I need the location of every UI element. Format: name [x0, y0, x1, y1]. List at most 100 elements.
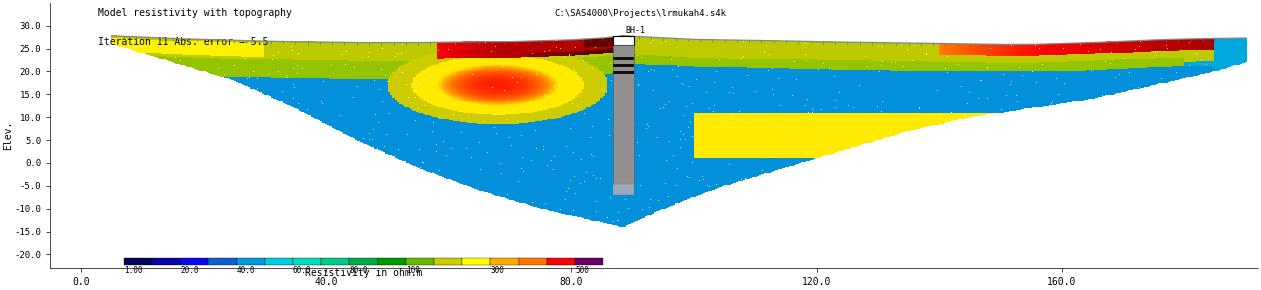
- Point: [991, 107, 1011, 111]
- Point: [363, 127, 383, 132]
- Point: [1190, 57, 1211, 61]
- Point: [687, 116, 707, 121]
- Point: [782, 93, 802, 97]
- Point: [397, 95, 417, 99]
- Point: [803, 108, 823, 112]
- Point: [165, 55, 185, 59]
- Point: [784, 59, 805, 64]
- Point: [543, 154, 564, 158]
- Point: [733, 53, 753, 58]
- Y-axis label: Elev.: Elev.: [3, 121, 13, 150]
- Point: [391, 50, 411, 55]
- Point: [668, 64, 689, 68]
- Point: [869, 69, 889, 73]
- Point: [676, 104, 696, 109]
- Text: 500: 500: [575, 266, 589, 276]
- Point: [796, 58, 816, 62]
- Point: [644, 68, 665, 72]
- Point: [456, 146, 477, 150]
- Point: [511, 165, 531, 170]
- Point: [537, 163, 557, 168]
- Point: [741, 115, 762, 119]
- Bar: [575, 258, 603, 264]
- Point: [699, 106, 719, 111]
- Point: [555, 197, 575, 202]
- Text: BH-1: BH-1: [625, 26, 646, 35]
- Point: [735, 125, 755, 130]
- Point: [786, 76, 806, 81]
- Point: [696, 89, 716, 94]
- Point: [445, 41, 465, 45]
- Point: [609, 140, 629, 144]
- Point: [704, 80, 724, 84]
- Point: [608, 210, 628, 215]
- Point: [797, 97, 817, 102]
- Point: [710, 121, 730, 125]
- Point: [507, 119, 527, 124]
- Point: [507, 79, 527, 84]
- Point: [465, 100, 485, 104]
- Point: [1151, 75, 1171, 80]
- Point: [735, 175, 755, 180]
- Point: [729, 109, 749, 113]
- Point: [755, 150, 776, 154]
- Point: [912, 113, 932, 117]
- Point: [1185, 51, 1206, 56]
- Point: [641, 66, 661, 71]
- Point: [759, 52, 779, 57]
- Point: [498, 135, 518, 139]
- Point: [378, 110, 398, 115]
- Point: [802, 110, 822, 114]
- Point: [638, 68, 658, 73]
- Point: [632, 207, 652, 211]
- Point: [332, 52, 352, 57]
- Point: [837, 102, 857, 107]
- Point: [641, 40, 661, 45]
- Point: [706, 182, 726, 186]
- Point: [409, 147, 429, 152]
- Point: [770, 102, 791, 107]
- Point: [893, 64, 913, 68]
- Bar: [349, 258, 377, 264]
- Point: [429, 168, 449, 172]
- Point: [421, 170, 441, 174]
- Point: [387, 51, 407, 56]
- Point: [813, 61, 834, 65]
- Point: [426, 142, 446, 146]
- Point: [752, 171, 772, 176]
- Point: [627, 140, 647, 144]
- Point: [796, 103, 816, 107]
- Point: [1001, 79, 1021, 83]
- Point: [344, 65, 364, 70]
- Point: [125, 45, 145, 50]
- Point: [622, 135, 642, 140]
- Point: [276, 73, 296, 78]
- Point: [673, 82, 694, 86]
- Point: [282, 48, 303, 52]
- Point: [931, 111, 951, 115]
- Point: [397, 131, 417, 136]
- Point: [564, 173, 584, 178]
- Point: [247, 76, 267, 81]
- Point: [358, 54, 378, 58]
- Point: [873, 99, 893, 104]
- Point: [970, 77, 990, 82]
- Point: [678, 125, 699, 130]
- Point: [296, 107, 317, 112]
- Text: 40.0: 40.0: [237, 266, 255, 276]
- Point: [158, 47, 178, 52]
- Point: [599, 133, 619, 138]
- Point: [811, 106, 831, 111]
- Point: [731, 55, 752, 60]
- Bar: [613, 70, 634, 74]
- Point: [462, 72, 482, 76]
- Point: [1166, 70, 1187, 75]
- Point: [586, 176, 607, 181]
- Point: [313, 79, 333, 84]
- Point: [643, 88, 663, 92]
- Point: [680, 119, 700, 124]
- Point: [675, 137, 695, 142]
- Point: [623, 102, 643, 107]
- Point: [538, 48, 559, 53]
- Point: [377, 79, 397, 84]
